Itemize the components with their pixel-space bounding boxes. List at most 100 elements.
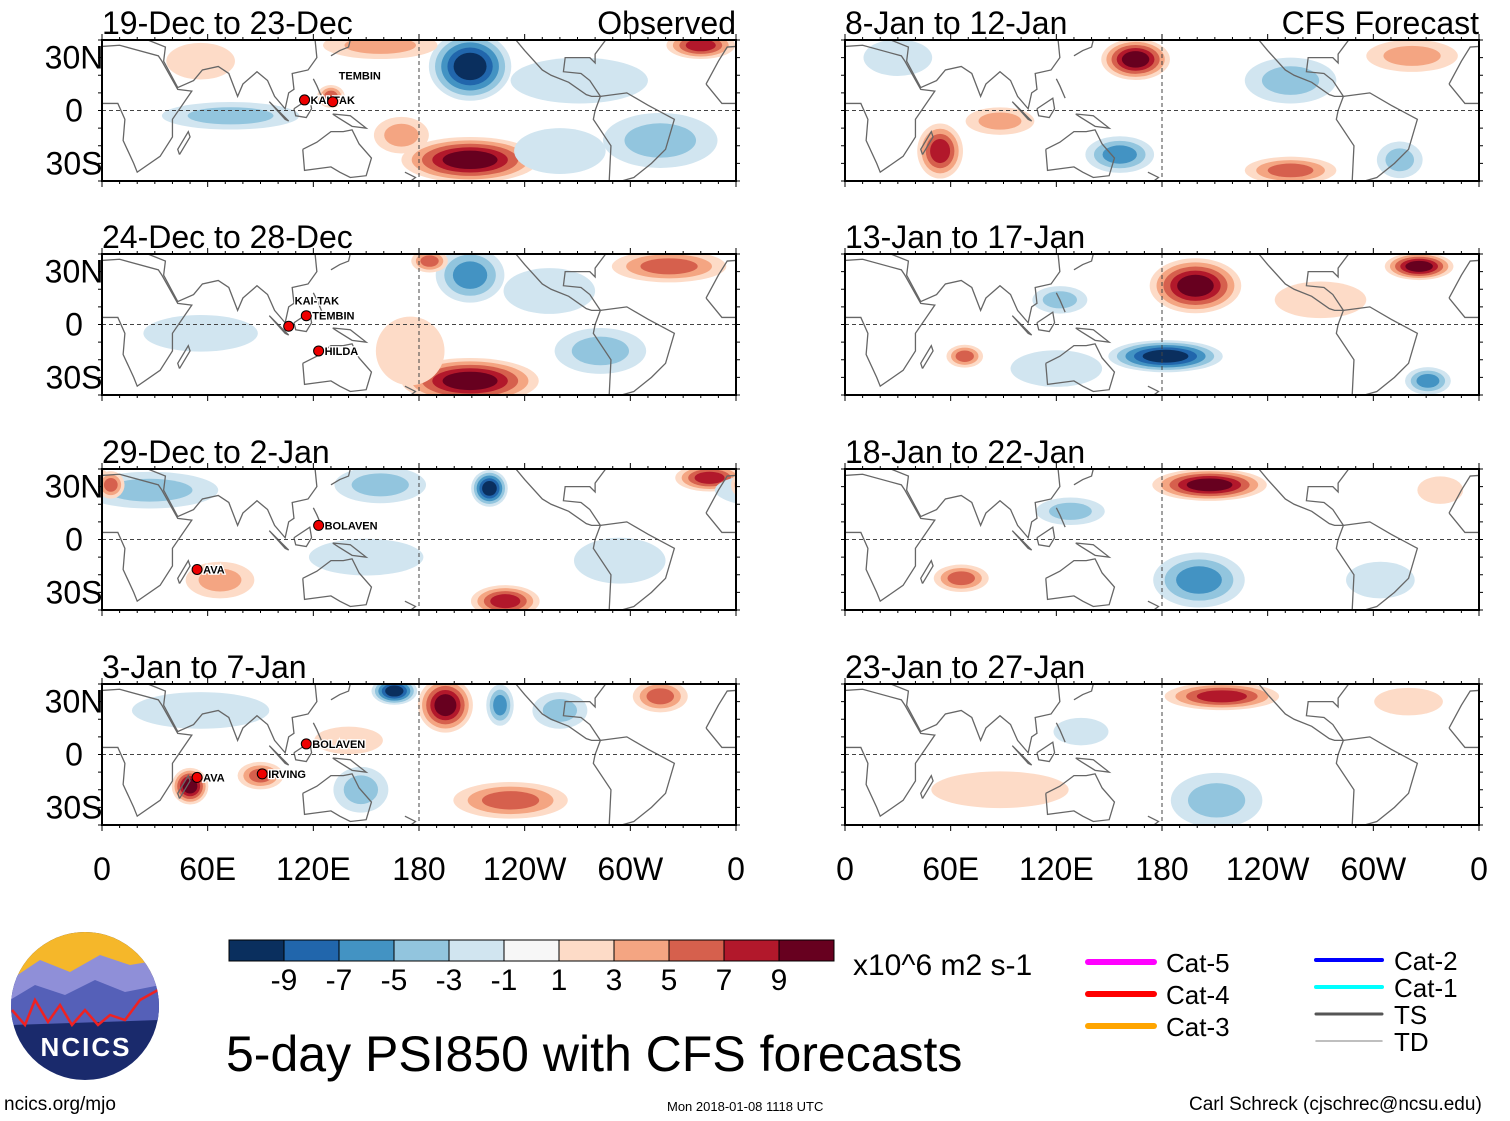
legend-label: Cat-3: [1166, 1012, 1230, 1042]
coastline: [1073, 684, 1094, 701]
coastline: [592, 306, 676, 395]
map-panel: 18-Jan to 22-Jan: [841, 434, 1483, 616]
positive-anomaly: [685, 40, 716, 52]
x-tick-label: 0: [727, 851, 745, 887]
negative-anomaly: [624, 123, 697, 158]
legend-label: TS: [1394, 1000, 1427, 1030]
positive-anomaly: [694, 471, 725, 484]
coastline: [102, 473, 193, 603]
storm-track: BOLAVEN: [300, 738, 367, 752]
panel-content: BOLAVEN AVA: [102, 469, 824, 610]
coastline: [1075, 113, 1112, 130]
negative-anomaly: [1187, 783, 1246, 818]
storm-track: TEMBIN: [327, 69, 382, 108]
coastline: [1036, 97, 1056, 119]
negative-anomaly: [782, 374, 805, 388]
coastline: [1258, 684, 1350, 742]
panel-content: [732, 40, 1479, 181]
map-panel: 23-Jan to 27-Jan 0 60E 120E 180 120W 60W 0: [836, 649, 1488, 887]
negative-anomaly: [143, 314, 258, 352]
coastline: [1258, 40, 1350, 98]
colorbar-swatch: [558, 939, 615, 962]
negative-anomaly: [573, 537, 666, 584]
positive-anomaly: [947, 571, 975, 586]
positive-anomaly: [481, 791, 540, 810]
storm-label: TEMBIN: [312, 311, 354, 323]
positive-anomaly: [731, 474, 736, 496]
negative-anomaly: [1010, 350, 1103, 387]
colorbar-swatch: [503, 939, 560, 962]
negative-anomaly: [1048, 502, 1092, 520]
positive-anomaly: [930, 139, 951, 164]
coastline: [1258, 469, 1350, 527]
storm-label: KAI-TAK: [295, 295, 339, 307]
coastline: [920, 130, 934, 155]
coastline: [812, 561, 824, 584]
coastline: [1335, 521, 1419, 610]
colorbar-tick-label: -1: [491, 964, 518, 997]
y-tick-label: 0: [65, 307, 83, 343]
x-tick-label: 120W: [1226, 851, 1310, 887]
positive-anomaly: [640, 258, 698, 275]
negative-anomaly: [493, 694, 507, 716]
positive-anomaly: [375, 316, 445, 386]
storm-label: IRVING: [268, 769, 306, 781]
negative-anomaly: [0, 328, 12, 374]
map-panel: 8-Jan to 12-Jan CFS Forecast: [732, 5, 1483, 187]
negative-anomaly: [131, 692, 270, 729]
colorbar-swatch: [723, 939, 780, 962]
coastline: [1073, 40, 1094, 57]
coastline: [1075, 327, 1112, 344]
coastline: [330, 40, 351, 57]
storm-label: BOLAVEN: [325, 520, 378, 532]
coastline: [332, 542, 369, 559]
panel-source-label: CFS Forecast: [1282, 5, 1479, 41]
panel-content: BOLAVEN AVA IRVING: [102, 684, 843, 825]
timestamp: Mon 2018-01-08 1118 UTC: [667, 1099, 824, 1114]
positive-anomaly: [732, 40, 824, 72]
coastline: [302, 129, 373, 179]
negative-anomaly: [510, 57, 648, 104]
positive-anomaly: [490, 594, 521, 609]
x-tick-label: 120W: [483, 851, 567, 887]
positive-anomaly: [751, 253, 820, 280]
negative-anomaly: [1142, 349, 1189, 363]
coastline: [1045, 773, 1116, 823]
coastline: [920, 774, 934, 799]
colorbar-tick-label: -5: [381, 964, 408, 997]
positive-anomaly: [1196, 690, 1247, 703]
negative-anomaly: [863, 40, 933, 76]
positive-anomaly: [344, 40, 417, 54]
coastline: [1045, 343, 1116, 393]
storm-track: BOLAVEN: [313, 519, 379, 534]
coastline: [920, 559, 934, 584]
panel-content: TEMBIN KAI-TAK HILDA: [0, 254, 736, 395]
colorbar-tick-label: 7: [716, 964, 733, 997]
coastline: [404, 385, 417, 395]
positive-anomaly: [749, 46, 806, 66]
coastline: [330, 469, 351, 486]
positive-anomaly: [808, 771, 839, 802]
panel-title: 29-Dec to 2-Jan: [102, 434, 330, 470]
positive-anomaly: [814, 776, 834, 796]
hurricane-icon: [300, 310, 312, 322]
legend-label: Cat-5: [1166, 948, 1230, 978]
negative-anomaly: [571, 336, 630, 366]
coastline: [1055, 292, 1066, 313]
positive-anomaly: [806, 768, 843, 805]
colorbar-tick-label: -9: [271, 964, 298, 997]
storm-label: AVA: [203, 564, 225, 576]
coastline: [812, 132, 824, 155]
credit-label: Carl Schreck (cjschrec@ncsu.edu): [1189, 1094, 1482, 1115]
coastline: [515, 254, 607, 312]
y-tick-label: 30N: [45, 40, 104, 76]
negative-anomaly: [452, 261, 488, 289]
y-tick-label: 30N: [45, 469, 104, 505]
colorbar-swatch: [613, 939, 670, 962]
coastline: [102, 40, 318, 111]
panel-title: 23-Jan to 27-Jan: [845, 649, 1085, 685]
y-tick-label: 0: [65, 522, 83, 558]
coastline: [330, 254, 351, 271]
coastline: [1147, 600, 1160, 610]
